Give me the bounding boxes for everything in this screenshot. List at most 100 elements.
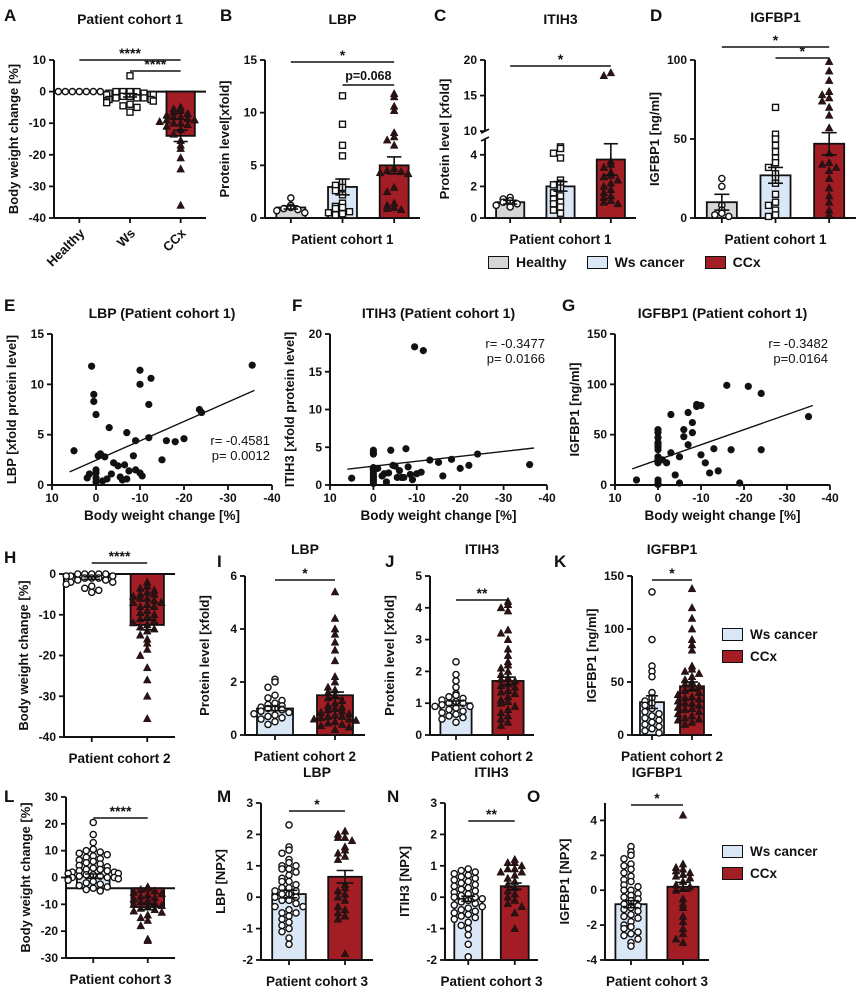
- data-point: [180, 435, 188, 443]
- data-point: [503, 606, 513, 615]
- data-point: [338, 120, 347, 128]
- data-point: [96, 880, 105, 889]
- y-tick: -1: [426, 922, 437, 936]
- data-point: [627, 865, 635, 874]
- data-point: [426, 456, 434, 464]
- data-point: [510, 895, 520, 904]
- data-point: [680, 426, 688, 434]
- data-point: [264, 683, 272, 692]
- data-point: [271, 717, 279, 726]
- data-point: [333, 854, 343, 863]
- data-point: [369, 450, 377, 458]
- y-tick: -4: [586, 953, 597, 967]
- data-point: [680, 719, 690, 728]
- y-tick: 1: [430, 859, 437, 873]
- data-point: [92, 466, 100, 474]
- data-point: [316, 713, 326, 722]
- y-axis-label: ITIH3 [NPX]: [397, 846, 412, 917]
- data-point: [764, 212, 773, 221]
- panel-letter: D: [650, 6, 663, 25]
- data-point: [330, 613, 340, 622]
- data-point: [374, 464, 382, 472]
- y-tick: 3: [415, 633, 422, 647]
- x-axis-label: Patient cohort 1: [509, 232, 612, 247]
- data-point: [824, 102, 834, 111]
- legend-label: Ws cancer: [614, 254, 685, 270]
- data-point: [292, 868, 300, 876]
- data-point: [431, 702, 439, 711]
- data-point: [119, 102, 127, 110]
- data-point: [459, 707, 467, 715]
- x-axis-label: Patient cohort 3: [266, 974, 369, 986]
- y-tick: 0: [230, 728, 237, 742]
- panel-I-plot: LBP Protein level [xfold] 0 2 4 6 Patient coho…: [197, 541, 365, 764]
- data-point: [155, 116, 164, 125]
- y-tick: 0: [51, 871, 58, 885]
- y-tick: 30: [45, 790, 59, 804]
- x-tick: -20: [735, 491, 753, 505]
- y-tick: 1: [415, 696, 422, 710]
- y-axis-label: Protein level[xfold]: [217, 80, 232, 197]
- y-tick: 0: [315, 478, 322, 492]
- data-point: [510, 908, 520, 917]
- data-point: [549, 149, 558, 157]
- data-point: [627, 923, 635, 931]
- data-point: [62, 572, 71, 580]
- panel-L: L Body weight change [%] 30 20 10 0 -10 -20 -30 P…: [2, 767, 217, 986]
- data-point: [299, 902, 307, 911]
- data-point: [157, 907, 167, 916]
- data-point: [340, 911, 350, 920]
- data-point: [285, 858, 293, 867]
- panel-title: IGFBP1: [647, 541, 698, 557]
- data-point: [471, 880, 480, 889]
- data-point: [450, 909, 459, 917]
- data-point: [82, 879, 91, 887]
- data-point: [627, 942, 635, 950]
- data-point: [384, 469, 393, 477]
- data-point: [123, 429, 131, 437]
- panel-letter: M: [217, 787, 232, 806]
- x-axis-label: Body weight change [%]: [644, 508, 800, 523]
- data-point: [271, 678, 279, 686]
- data-point: [133, 103, 141, 112]
- data-point: [457, 872, 466, 881]
- y-tick: 20: [309, 327, 323, 341]
- correlation-annotation: r= -0.3482: [768, 336, 828, 351]
- significance-label: ****: [110, 803, 132, 819]
- data-point: [108, 578, 117, 586]
- data-point: [183, 120, 192, 129]
- x-tick: -30: [495, 491, 513, 505]
- legend-label: CCx: [732, 254, 761, 270]
- data-point: [400, 473, 408, 482]
- data-point: [634, 928, 642, 936]
- data-point: [136, 921, 146, 930]
- data-point: [675, 453, 684, 461]
- data-point: [452, 658, 460, 666]
- data-point: [330, 717, 340, 726]
- y-tick: -40: [29, 211, 47, 225]
- data-point: [718, 209, 726, 218]
- data-point: [641, 707, 649, 716]
- data-point: [654, 446, 662, 454]
- data-point: [149, 601, 159, 610]
- data-point: [330, 724, 340, 734]
- data-point: [287, 194, 295, 202]
- y-tick: 2: [230, 675, 237, 689]
- data-point: [145, 400, 153, 409]
- data-point: [655, 709, 663, 718]
- panel-title: IGFBP1: [750, 9, 801, 25]
- data-point: [102, 98, 111, 107]
- data-point: [285, 871, 293, 880]
- data-point: [82, 871, 91, 879]
- data-point: [452, 710, 460, 719]
- legend-swatch-healthy: [488, 255, 509, 269]
- data-point: [340, 895, 350, 904]
- x-tick: -10: [131, 491, 149, 505]
- x-tick: -20: [175, 491, 193, 505]
- y-tick: 10: [31, 377, 45, 391]
- data-point: [143, 915, 153, 924]
- data-point: [344, 722, 354, 731]
- data-point: [710, 445, 718, 453]
- panel-letter: L: [4, 787, 15, 806]
